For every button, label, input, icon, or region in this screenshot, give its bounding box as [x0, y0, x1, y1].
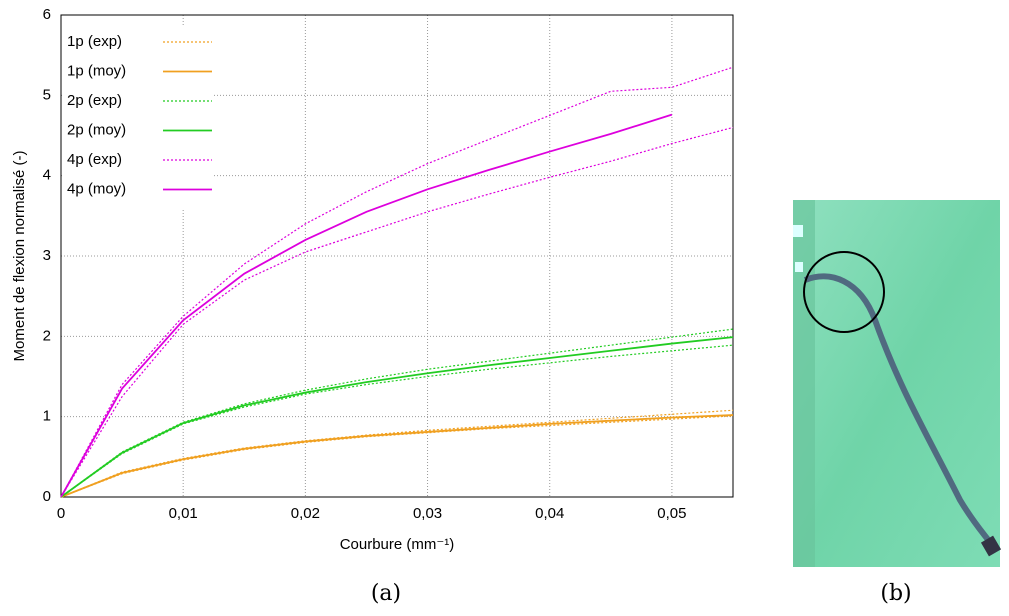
y-tick-label: 1 — [43, 408, 51, 425]
x-tick-label: 0,01 — [169, 505, 198, 522]
legend-label: 1p (exp) — [67, 33, 122, 50]
panel-label: (a) — [371, 581, 401, 606]
series-line — [60, 344, 734, 498]
series-line — [60, 409, 734, 498]
series-line — [60, 66, 734, 498]
y-tick-label: 4 — [43, 167, 51, 184]
y-tick-label: 0 — [43, 488, 51, 505]
plot-frame — [60, 14, 734, 498]
legend-label: 2p (exp) — [67, 92, 122, 109]
panel-label: (b) — [880, 581, 911, 606]
y-tick-label: 5 — [43, 86, 51, 103]
series-line — [60, 336, 734, 498]
series-line — [60, 414, 734, 498]
photo — [793, 200, 1002, 567]
x-tick-label: 0,02 — [291, 505, 320, 522]
legend-label: 4p (moy) — [67, 180, 126, 197]
legend-label: 2p (moy) — [67, 121, 126, 138]
y-tick-label: 2 — [43, 327, 51, 344]
x-tick-label: 0 — [57, 505, 65, 522]
x-axis-label: Courbure (mm⁻¹) — [340, 536, 455, 553]
x-tick-label: 0,04 — [535, 505, 564, 522]
legend-label: 4p (exp) — [67, 151, 122, 168]
legend-box — [62, 27, 212, 210]
x-tick-label: 0,05 — [657, 505, 686, 522]
legend-label: 1p (moy) — [67, 62, 126, 79]
y-tick-label: 6 — [43, 6, 51, 23]
series-line — [60, 415, 734, 498]
series-line — [60, 113, 673, 498]
x-tick-label: 0,03 — [413, 505, 442, 522]
series-line — [60, 126, 734, 498]
y-tick-label: 3 — [43, 247, 51, 264]
y-axis-label: Moment de flexion normalisé (-) — [11, 151, 28, 362]
